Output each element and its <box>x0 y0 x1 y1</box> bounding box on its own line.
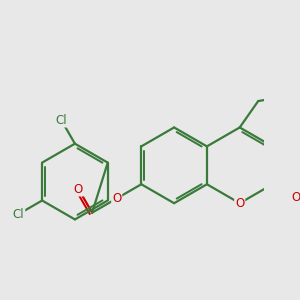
Text: Cl: Cl <box>56 114 67 127</box>
Text: O: O <box>74 183 83 196</box>
Text: Cl: Cl <box>13 208 24 220</box>
Text: O: O <box>235 197 244 210</box>
Text: O: O <box>112 192 121 205</box>
Text: O: O <box>292 191 300 204</box>
